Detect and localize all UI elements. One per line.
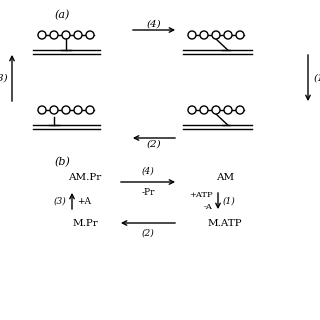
Circle shape	[38, 106, 46, 114]
Circle shape	[200, 106, 208, 114]
Text: AM: AM	[216, 172, 234, 181]
Text: (3): (3)	[53, 196, 66, 205]
Text: (a): (a)	[54, 10, 70, 20]
Circle shape	[86, 31, 94, 39]
Text: AM.Pr: AM.Pr	[68, 172, 102, 181]
Circle shape	[188, 106, 196, 114]
Circle shape	[224, 31, 232, 39]
Text: M.ATP: M.ATP	[208, 219, 242, 228]
Circle shape	[224, 106, 232, 114]
Circle shape	[236, 31, 244, 39]
Circle shape	[200, 31, 208, 39]
Circle shape	[50, 106, 58, 114]
Circle shape	[62, 106, 70, 114]
Circle shape	[212, 106, 220, 114]
Circle shape	[212, 31, 220, 39]
Text: (1): (1)	[223, 196, 236, 205]
Text: (b): (b)	[54, 157, 70, 167]
Text: +ATP: +ATP	[189, 191, 213, 199]
Circle shape	[62, 31, 70, 39]
Circle shape	[188, 31, 196, 39]
Text: (4): (4)	[147, 20, 161, 28]
Circle shape	[38, 31, 46, 39]
Text: (2): (2)	[147, 140, 161, 148]
Circle shape	[236, 106, 244, 114]
Circle shape	[86, 106, 94, 114]
Circle shape	[50, 31, 58, 39]
Circle shape	[74, 31, 82, 39]
Text: +A: +A	[77, 196, 91, 205]
Text: (1): (1)	[314, 74, 320, 83]
Text: (4): (4)	[142, 167, 154, 176]
Text: -Pr: -Pr	[141, 188, 155, 197]
Text: (3): (3)	[0, 74, 8, 83]
Text: M.Pr: M.Pr	[72, 219, 98, 228]
Circle shape	[74, 106, 82, 114]
Text: -A: -A	[204, 203, 213, 211]
Text: (2): (2)	[142, 229, 154, 238]
